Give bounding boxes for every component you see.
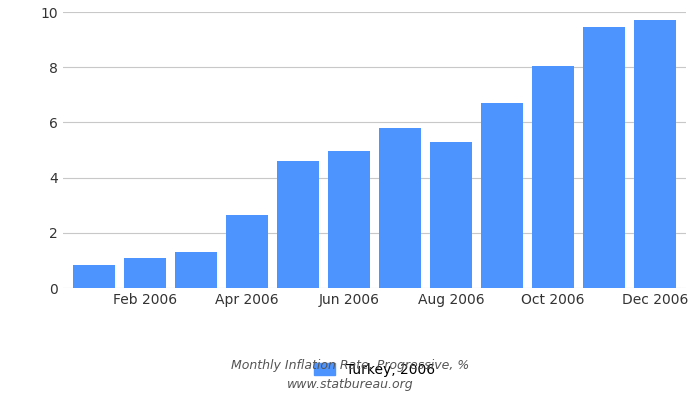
- Bar: [328, 151, 370, 288]
- Bar: [583, 27, 625, 288]
- Text: www.statbureau.org: www.statbureau.org: [287, 378, 413, 391]
- Bar: [175, 252, 217, 288]
- Bar: [532, 66, 574, 288]
- Bar: [226, 215, 268, 288]
- Bar: [481, 103, 523, 288]
- Bar: [379, 128, 421, 288]
- Bar: [634, 20, 676, 288]
- Bar: [277, 161, 318, 288]
- Bar: [124, 258, 166, 288]
- Text: Monthly Inflation Rate, Progressive, %: Monthly Inflation Rate, Progressive, %: [231, 360, 469, 372]
- Bar: [430, 142, 472, 288]
- Legend: Turkey, 2006: Turkey, 2006: [307, 356, 442, 384]
- Bar: [73, 265, 115, 288]
